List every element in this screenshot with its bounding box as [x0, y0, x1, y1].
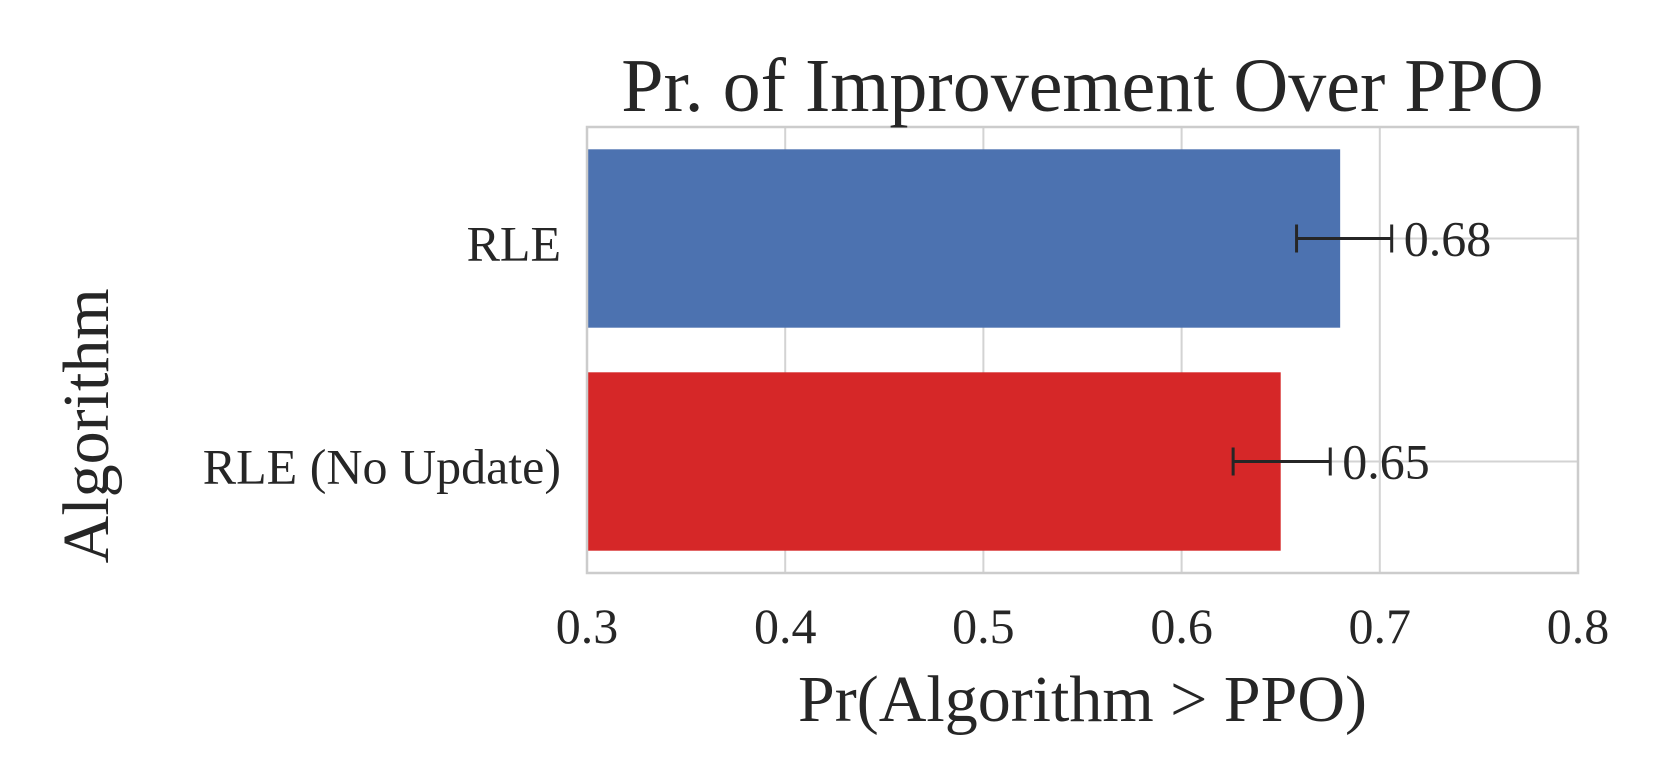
- bar-0: [587, 149, 1341, 328]
- category-label-1: RLE (No Update): [203, 439, 561, 495]
- x-tick-label-5: 0.8: [1547, 598, 1610, 654]
- value-label-1: 0.65: [1342, 434, 1430, 490]
- x-tick-label-1: 0.4: [754, 598, 817, 654]
- plot-frame: [585, 125, 1580, 575]
- x-tick-label-0: 0.3: [556, 598, 619, 654]
- x-tick-label-4: 0.7: [1349, 598, 1412, 654]
- x-tick-labels: 0.3 0.4 0.5 0.6 0.7 0.8: [556, 598, 1610, 654]
- bar-1: [587, 372, 1281, 551]
- chart-title: Pr. of Improvement Over PPO: [621, 44, 1543, 128]
- category-label-0: RLE: [467, 216, 561, 272]
- x-tick-label-2: 0.5: [952, 598, 1015, 654]
- x-tick-label-3: 0.6: [1150, 598, 1213, 654]
- error-bars: [1231, 224, 1394, 476]
- x-axis-label: Pr(Algorithm > PPO): [798, 663, 1367, 736]
- y-axis-label: Algorithm: [50, 288, 123, 563]
- value-label-0: 0.68: [1404, 211, 1492, 267]
- bars: [587, 149, 1341, 551]
- y-category-labels: RLE RLE (No Update): [203, 216, 561, 495]
- value-labels: 0.68 0.65: [1342, 211, 1491, 490]
